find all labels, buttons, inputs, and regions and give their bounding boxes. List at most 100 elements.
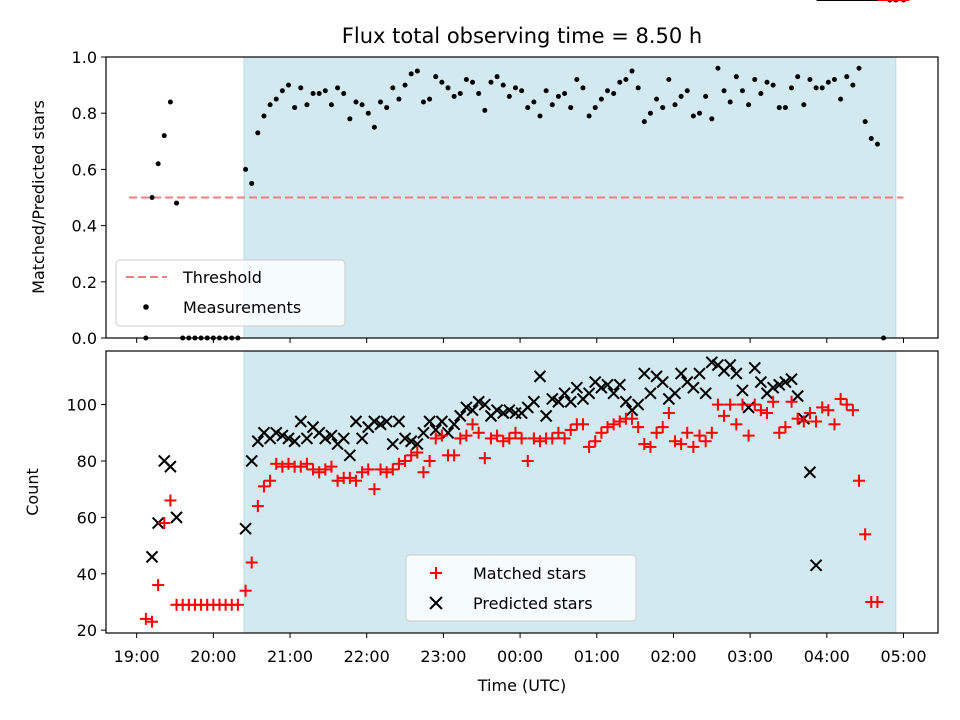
predicted-stroke — [343, 449, 357, 462]
measurement-point — [470, 79, 476, 85]
matched-point — [650, 426, 663, 439]
measurement-point — [353, 99, 359, 105]
bottom-legend-box — [405, 554, 637, 622]
measurement-point — [482, 107, 488, 113]
matched-point — [491, 429, 504, 442]
predicted-point — [276, 429, 289, 442]
predicted-point — [779, 375, 792, 389]
measurement-point — [341, 91, 347, 97]
matched-point — [681, 426, 694, 439]
matched-point — [509, 426, 522, 439]
predicted-point — [503, 404, 516, 417]
predicted-stroke — [711, 358, 725, 372]
matched-point — [822, 404, 835, 417]
predicted-point — [170, 511, 183, 524]
predicted-stroke — [595, 381, 608, 394]
predicted-point — [754, 375, 768, 389]
predicted-stroke — [447, 418, 461, 431]
y-tick-label: 0.2 — [72, 273, 97, 292]
predicted-point — [417, 426, 430, 439]
predicted-stroke — [245, 454, 258, 468]
matched-point — [515, 432, 528, 445]
matched-point — [546, 432, 559, 445]
predicted-point — [355, 432, 369, 445]
predicted-point — [164, 460, 177, 473]
matched-point — [325, 460, 338, 473]
predicted-stroke — [809, 559, 823, 572]
measurement-point — [439, 79, 445, 85]
matched-point — [626, 412, 639, 425]
predicted-stroke — [650, 370, 663, 383]
bottom-y-axis-label: Count — [23, 468, 42, 516]
predicted-stroke — [349, 415, 363, 428]
x-tick-label: 23:00 — [420, 647, 466, 666]
top-axes-frame — [105, 56, 939, 339]
matched-point — [300, 457, 313, 470]
predicted-stroke — [533, 370, 547, 383]
predicted-point — [429, 423, 442, 437]
predicted-stroke — [699, 387, 712, 400]
measurement-point — [378, 99, 384, 105]
predicted-point — [785, 372, 798, 386]
measurement-point — [586, 113, 592, 119]
matched-point — [239, 584, 252, 597]
matched-point — [656, 421, 669, 434]
predicted-point — [460, 401, 473, 414]
legend-threshold-label: Threshold — [182, 268, 262, 287]
matched-point — [257, 480, 270, 493]
legend-measurements-swatch — [143, 304, 149, 310]
predicted-stroke — [779, 375, 792, 389]
predicted-point — [582, 387, 596, 400]
measurement-point — [555, 93, 561, 99]
y-tick-label: 0.8 — [72, 104, 97, 123]
matched-point — [319, 463, 332, 476]
matched-point — [392, 457, 405, 470]
matched-point — [374, 463, 387, 476]
measurement-point — [635, 85, 641, 91]
measurement-point — [813, 85, 819, 91]
matched-point — [282, 457, 295, 470]
legend-matched-swatch — [430, 567, 442, 579]
measurement-point — [739, 88, 745, 94]
predicted-point — [288, 435, 301, 448]
predicted-stroke — [681, 375, 694, 389]
predicted-stroke — [398, 432, 412, 445]
matched-point — [779, 421, 792, 434]
predicted-stroke — [478, 398, 492, 411]
matched-point — [564, 423, 577, 436]
predicted-stroke — [164, 460, 177, 473]
predicted-stroke — [257, 426, 271, 439]
predicted-stroke — [276, 429, 289, 442]
matched-point — [343, 471, 356, 484]
x-tick-label: 01:00 — [574, 647, 620, 666]
x-tick-label: 03:00 — [727, 647, 773, 666]
measurement-point — [420, 99, 426, 105]
x-tick-label: 04:00 — [804, 647, 850, 666]
measurement-point — [776, 105, 782, 111]
measurement-point — [402, 82, 408, 88]
predicted-point — [349, 415, 363, 428]
predicted-point — [644, 387, 657, 400]
measurement-point — [770, 82, 776, 88]
predicted-stroke — [386, 437, 399, 451]
y-tick-label: 0.6 — [72, 160, 97, 179]
measurement-point — [371, 124, 377, 130]
measurement-point — [433, 74, 439, 80]
y-tick-label: 20 — [77, 621, 97, 640]
predicted-stroke — [613, 378, 626, 392]
matched-point — [294, 460, 307, 473]
predicted-point — [527, 395, 541, 408]
measurement-point — [629, 68, 635, 74]
matched-point — [454, 432, 467, 445]
predicted-stroke — [601, 378, 614, 392]
measurement-point — [746, 102, 752, 108]
y-tick-label: 0.4 — [72, 217, 97, 236]
predicted-stroke — [288, 435, 301, 448]
matched-point — [164, 494, 177, 507]
predicted-point — [478, 398, 492, 411]
measurement-point — [359, 102, 365, 108]
predicted-stroke — [392, 415, 406, 428]
predicted-stroke — [404, 435, 418, 448]
measurement-point — [727, 99, 733, 105]
matched-point — [754, 404, 767, 417]
